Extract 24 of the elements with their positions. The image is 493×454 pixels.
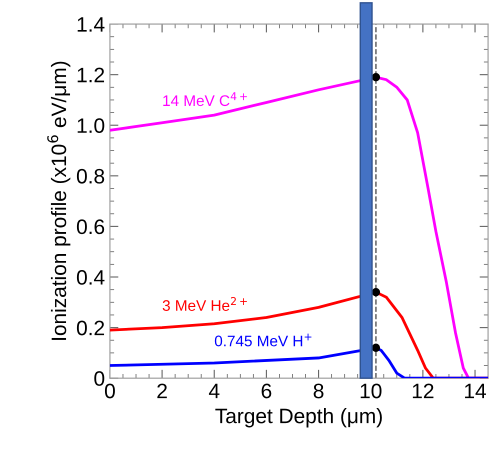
- x-tick-label: 8: [314, 384, 324, 398]
- y-tick-label: 0.4: [76, 270, 104, 285]
- y-tick-label: 0: [94, 371, 104, 386]
- y-tick-label: 1.0: [78, 118, 104, 133]
- x-tick-label: 12: [412, 384, 434, 398]
- series-label: 0.745 MeV H$^{+}$: [214, 334, 312, 346]
- series-label: 14 MeV C$^{4+}$: [163, 92, 247, 106]
- point: [372, 288, 380, 296]
- y-tick-label: 0.6: [76, 219, 104, 234]
- x-tick-label: 10: [360, 384, 382, 398]
- y-tick-label: 0.8: [76, 168, 104, 184]
- point: [372, 73, 380, 82]
- x-tick-label: 0: [104, 384, 115, 398]
- x-tick-label: 4: [208, 384, 220, 398]
- y-axis-title: Ionization profile (x10$^{6}$ eV/μm): [47, 62, 70, 340]
- y-tick-label: 0.2: [76, 320, 104, 336]
- series-label: 3 MeV He$^{2+}$: [162, 297, 247, 311]
- x-tick-label: 6: [262, 384, 272, 398]
- y-tick-label: 1.2: [78, 68, 104, 82]
- x-axis-title: Target Depth (μm): [215, 408, 382, 428]
- point: [372, 344, 380, 352]
- x-tick-label: 2: [157, 384, 167, 398]
- y-tick-label: 1.4: [78, 17, 104, 32]
- x-tick-label: 14: [465, 384, 486, 398]
